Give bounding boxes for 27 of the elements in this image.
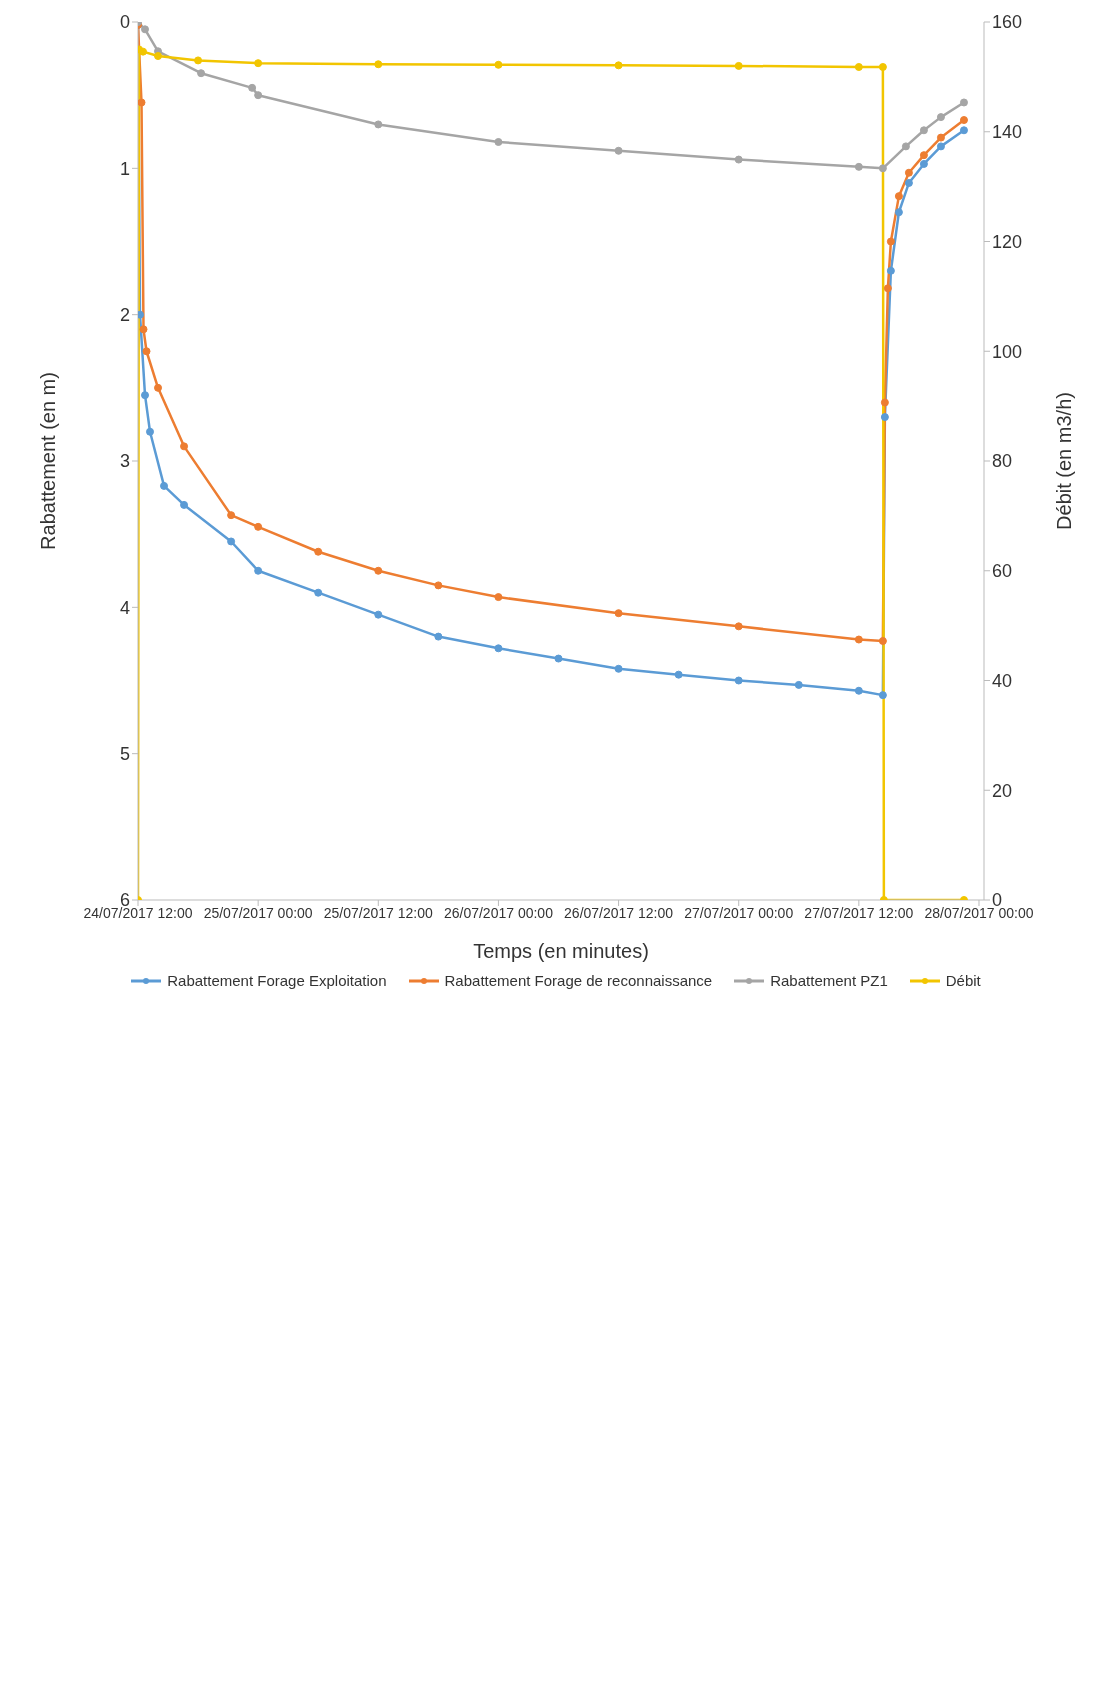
y2-tick-label: 20 (992, 780, 1013, 801)
legend-label: Rabattement Forage de reconnaissance (444, 972, 713, 989)
y-tick-label: 1 (119, 158, 130, 179)
y-tick-label: 3 (119, 451, 130, 472)
y2-tick-label: 80 (992, 451, 1013, 472)
y-tick-label: 4 (119, 597, 130, 618)
legend-label: Débit (945, 972, 981, 989)
x-tick-label: 27/07/2017 00:00 (684, 904, 794, 921)
x-axis-title: Temps (en minutes) (473, 940, 649, 962)
y-axis-title: Rabattement (en m) (37, 372, 60, 550)
x-tick-label: 25/07/2017 00:00 (203, 904, 313, 921)
x-tick-label: 26/07/2017 00:00 (443, 904, 554, 921)
y-tick-label: 5 (119, 744, 130, 765)
y2-axis-title: Débit (en m3/h) (1053, 392, 1076, 530)
legend-label: Rabattement Forage Exploitation (167, 972, 387, 989)
y2-tick-label: 40 (992, 670, 1013, 691)
y-tick-label: 2 (119, 305, 130, 326)
y-tick-label: 0 (119, 12, 130, 33)
x-tick-label: 27/07/2017 12:00 (804, 904, 914, 921)
y2-tick-label: 160 (992, 12, 1023, 33)
legend-label: Rabattement PZ1 (770, 972, 888, 989)
y2-tick-label: 100 (992, 341, 1023, 362)
y2-tick-label: 60 (992, 561, 1013, 582)
y2-tick-label: 140 (992, 122, 1023, 143)
x-tick-label: 26/07/2017 12:00 (564, 904, 674, 921)
y2-tick-label: 120 (992, 231, 1023, 252)
x-tick-label: 25/07/2017 12:00 (323, 904, 433, 921)
